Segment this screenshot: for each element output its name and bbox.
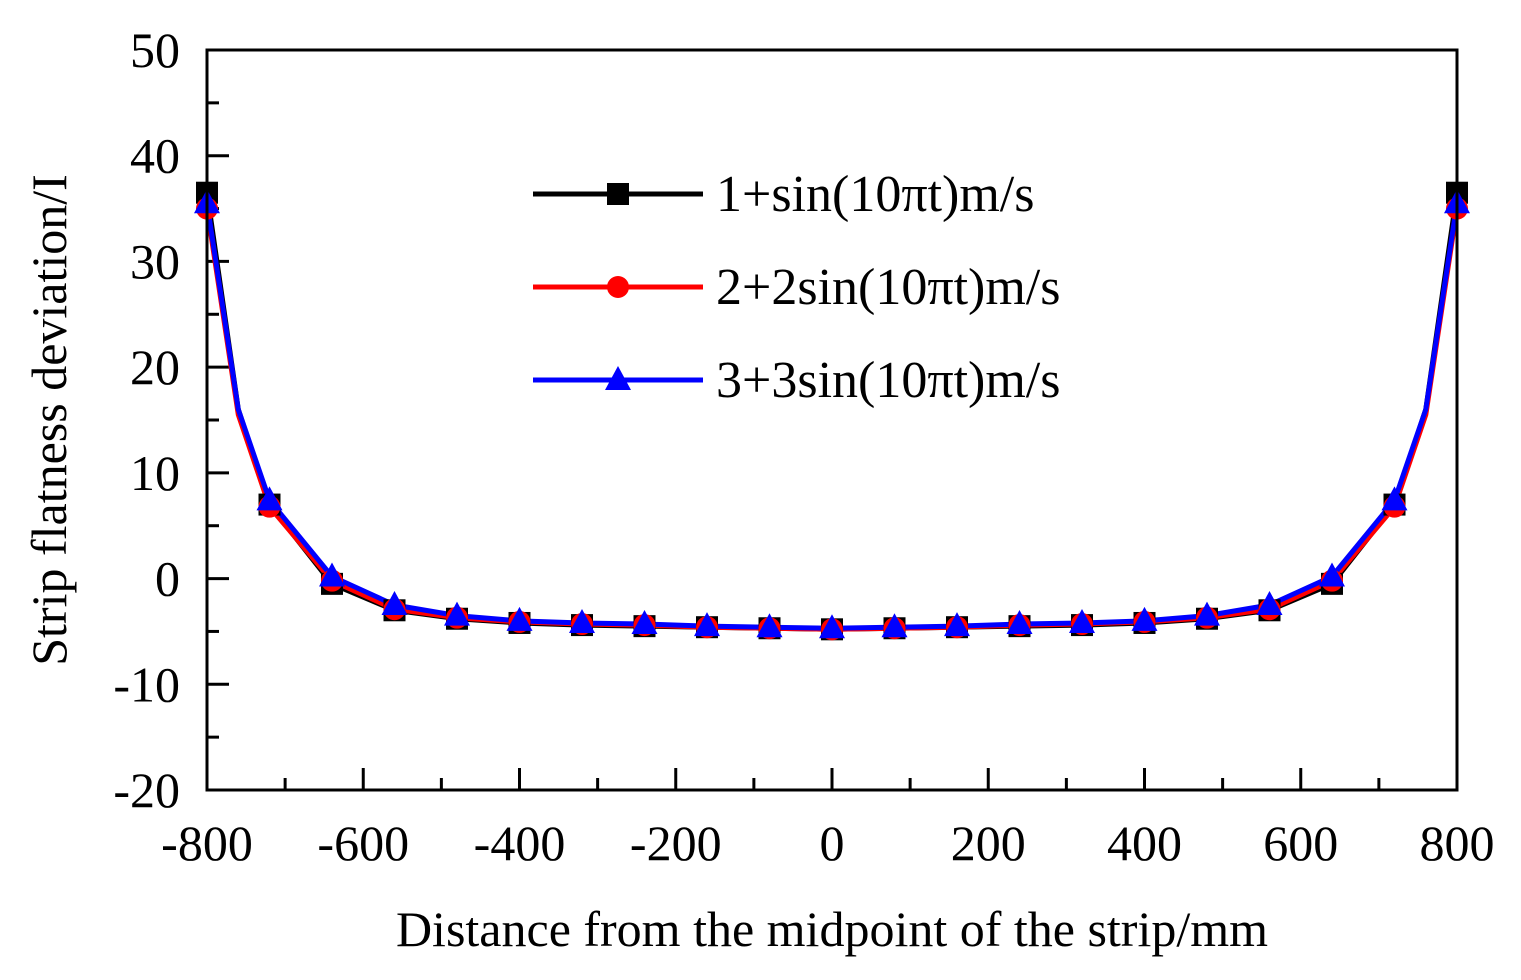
x-tick-label: 400 xyxy=(1107,815,1182,871)
x-tick-label: 800 xyxy=(1420,815,1495,871)
x-tick-label: 600 xyxy=(1263,815,1338,871)
y-tick-label: 40 xyxy=(130,128,180,184)
legend-label-1: 1+sin(10πt)m/s xyxy=(716,166,1034,223)
plot-frame xyxy=(205,48,1459,792)
y-tick-label: 30 xyxy=(130,233,180,289)
data-point xyxy=(1319,562,1345,587)
x-tick-label: 200 xyxy=(951,815,1026,871)
data-point xyxy=(1069,608,1095,633)
legend: 1+sin(10πt)m/s 2+2sin(10πt)m/s 3+3sin(10πt… xyxy=(533,166,1060,409)
y-tick-label: 10 xyxy=(130,445,180,501)
y-tick-label: 20 xyxy=(130,339,180,395)
data-point xyxy=(1381,486,1408,511)
y-tick-label: 0 xyxy=(155,551,180,607)
legend-label-2: 2+2sin(10πt)m/s xyxy=(716,259,1060,316)
legend-label-3: 3+3sin(10πt)m/s xyxy=(716,352,1060,409)
data-point xyxy=(444,601,470,626)
data-point xyxy=(256,486,283,511)
y-tick-label: -20 xyxy=(113,762,180,818)
data-point xyxy=(569,608,595,633)
data-point xyxy=(944,612,970,637)
data-point xyxy=(631,610,658,635)
x-tick-label: 0 xyxy=(820,815,845,871)
tick-labels: -800 -600 -400 -200 0 200 400 600 800 -20 -10 0 10 20… xyxy=(113,22,1494,871)
data-point xyxy=(381,591,408,615)
data-point xyxy=(1194,601,1220,626)
x-tick-label: -200 xyxy=(630,815,722,871)
data-point xyxy=(1131,606,1158,631)
data-point xyxy=(506,606,533,631)
data-point xyxy=(1006,610,1033,635)
data-point xyxy=(881,613,908,638)
x-tick-label: -400 xyxy=(474,815,566,871)
data-point xyxy=(1256,591,1283,615)
data-point xyxy=(819,614,845,639)
series-markers-3 xyxy=(194,189,1470,639)
data-point xyxy=(319,562,345,587)
x-tick-label: -800 xyxy=(161,815,253,871)
legend-marker-3 xyxy=(605,366,631,390)
x-tick-label: -600 xyxy=(317,815,409,871)
legend-marker-1 xyxy=(607,183,629,205)
legend-marker-2 xyxy=(607,276,629,298)
data-point xyxy=(756,613,783,638)
y-tick-label: -10 xyxy=(113,656,180,712)
x-axis-label: Distance from the midpoint of the strip/… xyxy=(396,901,1268,957)
data-point xyxy=(694,612,720,637)
y-tick-label: 50 xyxy=(130,22,180,78)
plot-area xyxy=(207,50,1457,790)
y-axis-label: Strip flatness deviation/I xyxy=(21,174,77,666)
